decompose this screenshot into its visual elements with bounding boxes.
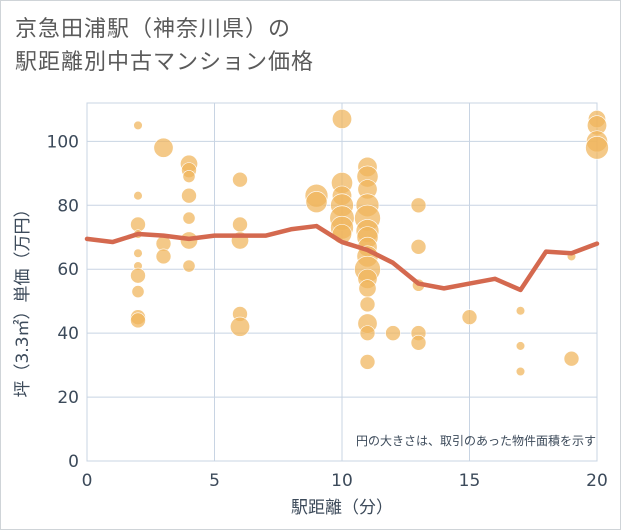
bubble-point bbox=[153, 137, 174, 158]
ticks: 0 20 40 60 80 100 0 5 10 15 20 bbox=[47, 132, 608, 491]
trend-line-group bbox=[84, 223, 600, 293]
bubble-point bbox=[305, 191, 328, 214]
bubble-point bbox=[182, 259, 196, 273]
y-tick-label: 60 bbox=[57, 260, 79, 280]
chart-title-line2: 駅距離別中古マンション価格 bbox=[15, 50, 315, 75]
bubble-point bbox=[133, 120, 143, 131]
x-tick-label: 5 bbox=[209, 471, 220, 491]
bubble-point bbox=[155, 248, 172, 265]
bubble-point bbox=[232, 171, 248, 188]
bubble-point bbox=[181, 187, 197, 204]
bubble-point bbox=[359, 354, 376, 370]
bubble-point bbox=[133, 191, 143, 201]
bubble-point bbox=[515, 306, 526, 316]
y-tick-label: 20 bbox=[57, 388, 79, 408]
bubble-point bbox=[359, 325, 376, 341]
chart-title-line1: 京急田浦駅（神奈川県）の bbox=[15, 17, 292, 42]
bubble-point bbox=[359, 296, 376, 313]
y-axis-label: 坪（3.3㎡）単価（万円） bbox=[13, 200, 33, 397]
bubble-size-note: 円の大きさは、取引のあった物件面積を示す bbox=[356, 433, 596, 448]
bubble-point bbox=[182, 170, 196, 183]
bubble-point bbox=[410, 197, 427, 214]
bubble-point bbox=[461, 309, 478, 325]
bubble-point bbox=[130, 267, 146, 284]
bubble-point bbox=[332, 108, 352, 129]
bubble-point bbox=[515, 341, 526, 351]
y-tick-label: 0 bbox=[68, 452, 79, 472]
bubble-point bbox=[230, 316, 250, 337]
y-tick-label: 80 bbox=[57, 196, 79, 216]
bubbles bbox=[130, 108, 609, 377]
bubble-point bbox=[133, 248, 143, 258]
bubble-point bbox=[385, 325, 401, 341]
grid bbox=[86, 102, 598, 462]
bubble-point bbox=[232, 216, 248, 233]
bubble-point bbox=[410, 334, 427, 351]
x-tick-label: 15 bbox=[459, 471, 481, 491]
y-tick-label: 100 bbox=[47, 132, 79, 152]
bubble-point bbox=[585, 135, 609, 160]
y-tick-label: 40 bbox=[57, 324, 79, 344]
x-tick-label: 10 bbox=[331, 471, 353, 491]
bubble-point bbox=[410, 239, 427, 255]
x-tick-label: 20 bbox=[586, 471, 608, 491]
bubble-point bbox=[358, 279, 377, 298]
bubble-point bbox=[515, 366, 526, 377]
chart-title: 京急田浦駅（神奈川県）の 駅距離別中古マンション価格 bbox=[15, 13, 314, 79]
bubble-point bbox=[131, 285, 145, 299]
bubble-point bbox=[182, 211, 196, 225]
x-axis-label: 駅距離（分） bbox=[291, 498, 393, 518]
trend-line bbox=[84, 223, 600, 293]
bubble-point bbox=[130, 312, 146, 329]
x-tick-label: 0 bbox=[82, 471, 93, 491]
bubble-point bbox=[563, 350, 580, 367]
